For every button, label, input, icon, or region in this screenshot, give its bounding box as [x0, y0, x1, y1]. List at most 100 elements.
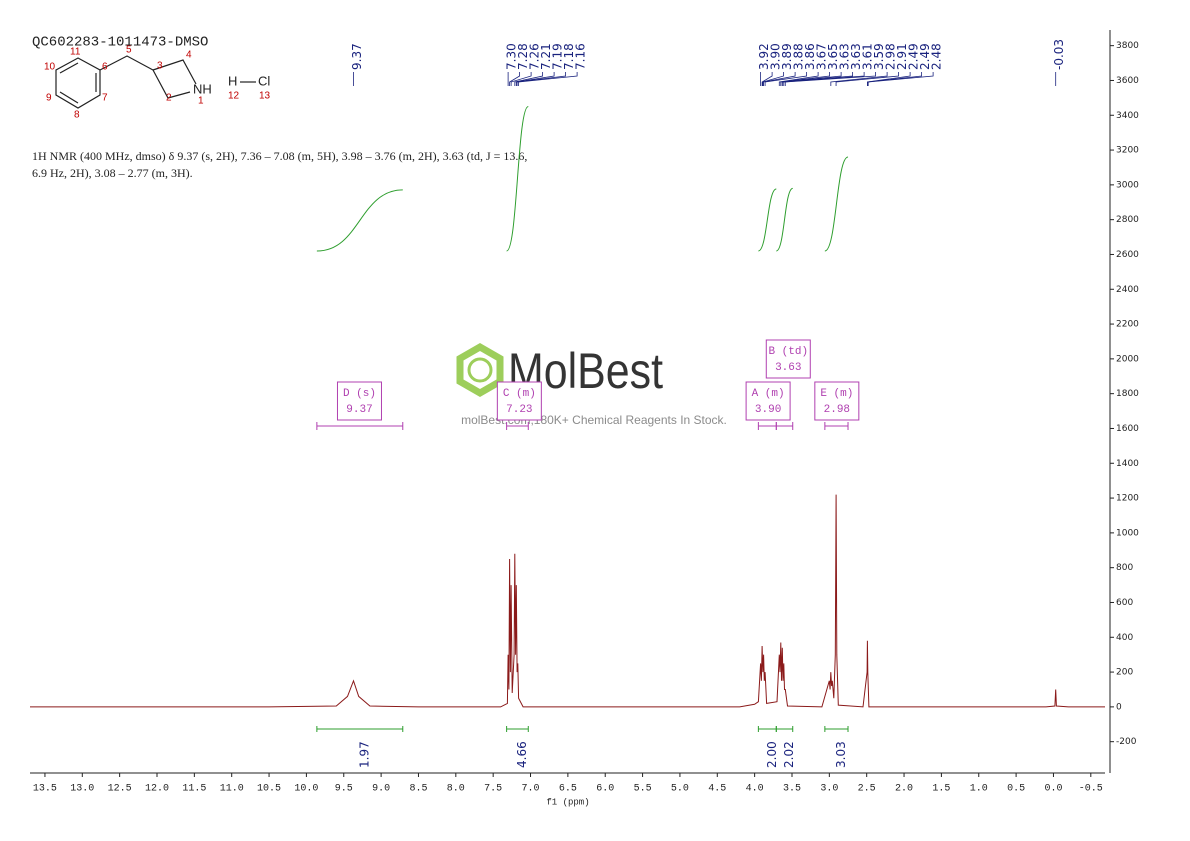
atom-number: 2 — [166, 93, 172, 104]
x-tick-label: 1.5 — [932, 784, 950, 795]
bond — [99, 55, 154, 71]
x-tick-label: 2.0 — [895, 784, 913, 795]
y-tick-label: 1800 — [1116, 389, 1139, 399]
atom-number: 1 — [198, 96, 204, 107]
x-tick-label: 0.0 — [1044, 784, 1062, 795]
atom-number: 4 — [186, 50, 192, 61]
peak-label: 2.91 — [895, 43, 909, 70]
peak-connector — [515, 72, 555, 86]
y-tick-label: 3800 — [1116, 41, 1139, 51]
peak-connector — [783, 72, 865, 86]
multiplet-range — [775, 422, 794, 430]
multiplet-range — [506, 422, 529, 430]
y-tick-label: 1200 — [1116, 494, 1139, 504]
integral-label: 1.97 — [357, 741, 371, 768]
peak-connector — [781, 72, 854, 86]
integral-bracket — [506, 726, 529, 732]
bond — [59, 91, 79, 104]
bond — [59, 62, 79, 74]
x-tick-label: 4.0 — [746, 784, 764, 795]
integral-label: 2.02 — [782, 741, 796, 768]
integral-curve — [506, 106, 529, 252]
y-tick-label: 400 — [1116, 633, 1133, 643]
peak-label: 3.59 — [872, 43, 886, 70]
peak-connector — [510, 72, 532, 86]
peak-label: 3.92 — [757, 43, 771, 70]
description: 6.9 Hz, 2H), 3.08 – 2.77 (m, 3H). — [32, 166, 193, 180]
integral-bracket — [757, 726, 777, 732]
multiplet-range — [824, 422, 849, 430]
integral-bracket — [775, 726, 794, 732]
y-tick-label: 2000 — [1116, 354, 1139, 364]
multiplet-box — [745, 381, 791, 421]
atom-number: 11 — [70, 47, 81, 58]
peak-label: 3.89 — [780, 43, 794, 70]
peak-connector — [516, 72, 567, 86]
x-tick-label: 10.0 — [294, 784, 318, 795]
x-tick-label: 3.5 — [783, 784, 801, 795]
peak-label: 7.26 — [528, 43, 542, 70]
peak-label: -0.03 — [1052, 39, 1066, 70]
y-tick-label: 1600 — [1116, 424, 1139, 434]
multiplet-range — [316, 422, 404, 430]
y-tick-label: 1000 — [1116, 528, 1139, 538]
x-tick-label: 12.0 — [145, 784, 169, 795]
x-tick-label: 6.5 — [559, 784, 577, 795]
x-tick-label: 9.5 — [335, 784, 353, 795]
multiplet-shift: 9.37 — [346, 404, 372, 416]
x-tick-label: 6.0 — [596, 784, 614, 795]
peak-label: 2.49 — [907, 43, 921, 70]
atom-number: 6 — [102, 62, 108, 73]
peak-connector — [867, 72, 923, 86]
peak-label: 3.63 — [849, 43, 863, 70]
x-tick-label: 4.5 — [708, 784, 726, 795]
x-tick-label: 13.0 — [70, 784, 94, 795]
integral-curve — [757, 188, 777, 252]
y-tick-label: 2600 — [1116, 250, 1139, 260]
peak-connector — [514, 72, 544, 86]
atom-label: H — [228, 73, 237, 88]
multiplet-label: C (m) — [503, 388, 536, 400]
peak-label: 7.21 — [539, 43, 553, 70]
peak-label: 9.37 — [350, 43, 364, 70]
x-tick-label: 9.0 — [372, 784, 390, 795]
peak-label: 7.19 — [551, 43, 565, 70]
y-tick-label: 0 — [1116, 702, 1122, 712]
peak-connector — [763, 72, 796, 86]
peak-label: 7.16 — [574, 43, 588, 70]
peak-label: 3.65 — [826, 43, 840, 70]
x-tick-label: 8.5 — [409, 784, 427, 795]
peak-connector — [830, 72, 888, 86]
peak-label: 7.30 — [505, 43, 519, 70]
y-tick-label: 3000 — [1116, 180, 1139, 190]
peak-label: 3.67 — [815, 43, 829, 70]
peak-label: 2.98 — [884, 43, 898, 70]
multiplet-box — [496, 381, 542, 421]
integral-curve — [824, 156, 849, 252]
x-tick-label: 0.5 — [1007, 784, 1025, 795]
peak-connector — [835, 72, 900, 86]
atom-number: 9 — [46, 93, 52, 104]
y-tick-label: -200 — [1116, 737, 1137, 747]
peak-label: 2.48 — [930, 43, 944, 70]
peak-connector — [509, 72, 521, 86]
y-tick-label: 1400 — [1116, 459, 1139, 469]
atom-number: 7 — [102, 93, 108, 104]
atom-number: 12 — [228, 91, 240, 102]
description: 1H NMR (400 MHz, dmso) δ 9.37 (s, 2H), 7… — [32, 149, 527, 163]
peak-connector — [784, 72, 877, 86]
peak-label: 3.86 — [803, 43, 817, 70]
integral-label: 2.00 — [765, 741, 779, 768]
peak-label: 2.49 — [918, 43, 932, 70]
peak-label: 3.61 — [861, 43, 875, 70]
multiplet-shift: 3.90 — [755, 404, 781, 416]
bond — [152, 59, 197, 85]
x-tick-label: 10.5 — [257, 784, 281, 795]
structure-labels: 11 5 4 10 6 3 NH H Cl 9 7 2 1 12 13 8 — [44, 45, 271, 121]
multiplet-label: A (m) — [752, 388, 785, 400]
y-tick-label: 3400 — [1116, 111, 1139, 121]
multiplet-box — [765, 339, 811, 379]
multiplet-shift: 3.63 — [775, 362, 801, 374]
multiplet-label: E (m) — [820, 388, 853, 400]
